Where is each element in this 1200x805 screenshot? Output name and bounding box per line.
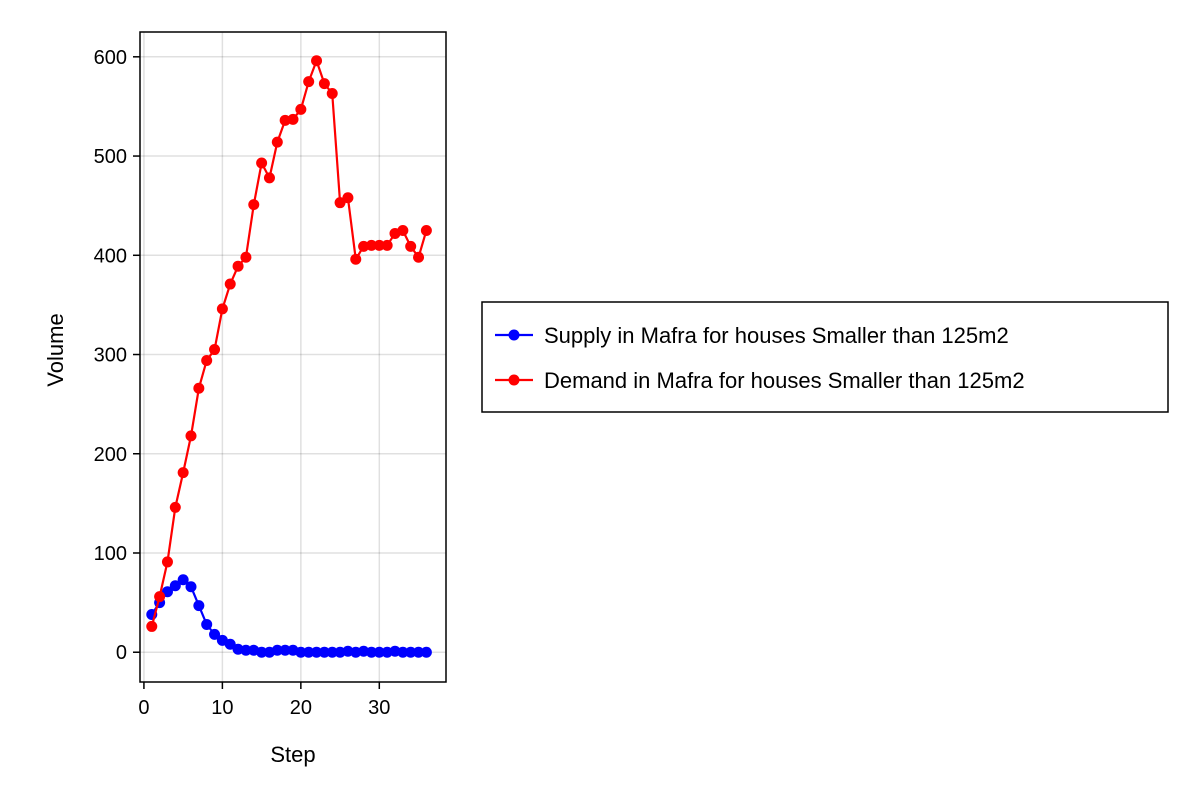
data-point xyxy=(303,76,315,88)
legend-label: Supply in Mafra for houses Smaller than … xyxy=(544,323,1009,348)
plot-frame xyxy=(139,31,447,683)
data-point xyxy=(405,240,417,252)
series-demand xyxy=(146,55,432,632)
data-point xyxy=(216,303,228,315)
data-point xyxy=(295,646,307,658)
data-point xyxy=(256,646,268,658)
x-tick-label: 10 xyxy=(211,697,233,719)
data-point xyxy=(193,382,205,394)
data-point xyxy=(271,644,283,656)
data-point xyxy=(334,197,346,209)
data-point xyxy=(169,501,181,513)
data-point xyxy=(326,88,338,100)
y-tick-label: 400 xyxy=(94,245,127,267)
data-point xyxy=(248,199,260,211)
data-point xyxy=(373,239,385,251)
data-point xyxy=(169,580,181,592)
data-point xyxy=(177,467,189,479)
legend-entry: Supply in Mafra for houses Smaller than … xyxy=(495,323,1009,348)
data-point xyxy=(365,239,377,251)
data-point xyxy=(413,646,425,658)
data-point xyxy=(224,638,236,650)
data-point xyxy=(311,646,323,658)
x-tick-label: 0 xyxy=(138,697,149,719)
data-point xyxy=(311,55,323,67)
data-point xyxy=(193,600,205,612)
data-point xyxy=(263,172,275,184)
legend-marker xyxy=(508,374,520,386)
data-point xyxy=(397,646,409,658)
data-point xyxy=(185,430,197,442)
data-point xyxy=(365,646,377,658)
data-point xyxy=(342,192,354,204)
data-point xyxy=(232,260,244,272)
data-point xyxy=(397,224,409,236)
legend: Supply in Mafra for houses Smaller than … xyxy=(481,301,1169,413)
data-point xyxy=(161,556,173,568)
data-point xyxy=(420,224,432,236)
data-point xyxy=(381,239,393,251)
data-point xyxy=(209,344,221,356)
data-point xyxy=(318,646,330,658)
y-tick-label: 600 xyxy=(94,47,127,69)
data-point xyxy=(209,628,221,640)
series-line xyxy=(150,59,428,627)
data-point xyxy=(224,278,236,290)
data-point xyxy=(350,253,362,265)
legend-entry: Demand in Mafra for houses Smaller than … xyxy=(495,368,1025,393)
data-point xyxy=(413,251,425,263)
data-point xyxy=(303,646,315,658)
data-point xyxy=(146,620,158,632)
data-point xyxy=(154,591,166,603)
y-axis-label: Volume xyxy=(43,313,68,386)
data-point xyxy=(177,574,189,586)
data-point xyxy=(271,136,283,148)
data-point xyxy=(287,113,299,125)
y-tick-label: 100 xyxy=(94,543,127,565)
data-point xyxy=(326,646,338,658)
legend-marker xyxy=(508,329,520,341)
data-point xyxy=(405,646,417,658)
y-tick-label: 300 xyxy=(94,345,127,367)
plot-series xyxy=(146,55,432,658)
data-point xyxy=(279,644,291,656)
y-tick-label: 0 xyxy=(116,642,127,664)
data-point xyxy=(373,646,385,658)
data-point xyxy=(161,586,173,598)
x-tick-label: 30 xyxy=(368,697,390,719)
data-point xyxy=(318,78,330,90)
data-point xyxy=(201,354,213,366)
legend-box xyxy=(481,301,1169,413)
x-axis-label: Step xyxy=(270,742,315,767)
data-point xyxy=(201,618,213,630)
y-tick-label: 500 xyxy=(94,146,127,168)
data-point xyxy=(240,644,252,656)
data-point xyxy=(185,581,197,593)
series-supply xyxy=(146,574,432,658)
legend-label: Demand in Mafra for houses Smaller than … xyxy=(544,368,1025,393)
data-point xyxy=(420,646,432,658)
y-tick-label: 200 xyxy=(94,444,127,466)
data-point xyxy=(295,103,307,115)
data-point xyxy=(240,251,252,263)
data-point xyxy=(256,157,268,169)
x-tick-label: 20 xyxy=(290,697,312,719)
